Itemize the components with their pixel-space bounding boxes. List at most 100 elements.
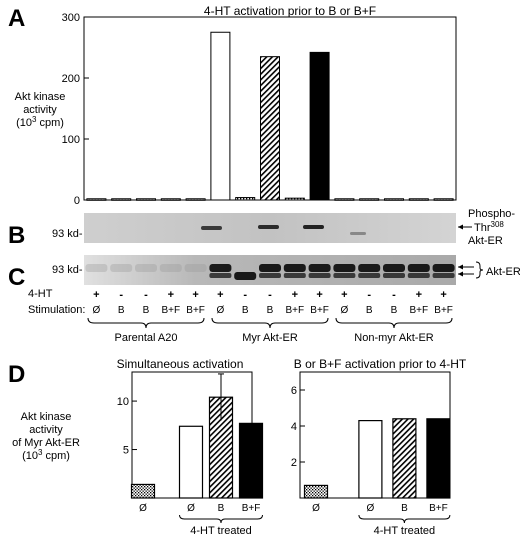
- group-label: Non-myr Akt-ER: [354, 332, 434, 344]
- condition-stimulation: B: [391, 305, 398, 316]
- condition-stimulation: B: [267, 305, 274, 316]
- condition-4ht-sign: +: [416, 289, 422, 301]
- blot-b-label-1: Phospho-: [468, 208, 515, 220]
- blot-c-band: [259, 264, 281, 272]
- blot-c-band: [110, 264, 133, 272]
- blot-c-band: [135, 264, 157, 272]
- blot-c-band: [184, 264, 207, 272]
- chart-a-bar: [210, 31, 231, 201]
- condition-4ht-sign: +: [292, 289, 298, 301]
- chart-d-bracket-label: 4-HT treated: [190, 525, 252, 537]
- chart-d-bar: [178, 425, 204, 499]
- chart-a-ylabel-3: (103 cpm): [16, 115, 64, 129]
- chart-d2-title: B or B+F activation prior to 4-HT: [294, 357, 467, 371]
- chart-d-category: B: [401, 503, 408, 514]
- row-stimulation-label: Stimulation:: [28, 304, 85, 316]
- blot-c-band: [432, 264, 455, 272]
- chart-d-bar: [130, 483, 156, 499]
- chart-d-bracket: [179, 514, 263, 524]
- condition-4ht-sign: +: [341, 289, 347, 301]
- blot-c-band: [234, 272, 257, 280]
- group-bracket: [211, 317, 329, 329]
- chart-d1-ylabel-4: (103 cpm): [22, 448, 70, 462]
- chart-a-bar: [160, 198, 181, 201]
- chart-d-category: Ø: [367, 503, 375, 514]
- chart-a-ylabel: Akt kinase activity (103 cpm): [15, 91, 66, 129]
- blot-c-band: [85, 264, 108, 272]
- blot-b-label-2: Thr308: [474, 220, 504, 234]
- condition-stimulation: Ø: [217, 305, 225, 316]
- chart-d1-ylabel-3: of Myr Akt-ER: [12, 437, 80, 449]
- chart-d-ytick-label: 2: [291, 457, 297, 469]
- chart-a-bar: [260, 56, 280, 201]
- condition-4ht-sign: +: [168, 289, 174, 301]
- condition-stimulation: B+F: [434, 305, 453, 316]
- blot-b-label: Phospho- Thr308 Akt-ER: [468, 208, 515, 247]
- group-label: Parental A20: [115, 332, 178, 344]
- chart-d-bar: [303, 484, 329, 499]
- chart-d-bar: [426, 418, 451, 499]
- blot-c-label: Akt-ER: [486, 266, 520, 278]
- group-label: Myr Akt-ER: [242, 332, 298, 344]
- chart-a-ytick-label: 200: [62, 73, 80, 85]
- blot-c-band-lower: [383, 273, 405, 278]
- chart-d-category: Ø: [187, 503, 195, 514]
- chart-a-bar: [235, 197, 256, 201]
- panel-d-letter: D: [8, 361, 25, 388]
- chart-a-ylabel-1: Akt kinase: [15, 91, 66, 103]
- condition-4ht-sign: -: [268, 289, 272, 301]
- blot-b-arrow-head: [458, 224, 463, 230]
- condition-4ht-sign: -: [392, 289, 396, 301]
- chart-a-bar: [136, 198, 156, 201]
- condition-stimulation: B: [242, 305, 249, 316]
- chart-a-bar: [384, 198, 404, 201]
- blot-c-band: [358, 264, 381, 272]
- blot-c-band: [308, 264, 331, 272]
- chart-a-ylabel-2: activity: [23, 104, 57, 116]
- blot-c-band-lower: [358, 273, 381, 278]
- panel-c-letter: C: [8, 264, 25, 291]
- row-4ht-label: 4-HT: [28, 288, 53, 300]
- condition-stimulation: B+F: [310, 305, 329, 316]
- condition-4ht-sign: +: [440, 289, 446, 301]
- chart-d-category: B: [218, 503, 225, 514]
- condition-rows: + - - + + + - - + + + - - + + Ø B B B+F B+F Ø B B B+F B+F Ø B B B+F B…: [93, 289, 453, 316]
- blot-c-band-lower: [308, 273, 331, 278]
- condition-4ht-sign: +: [217, 289, 223, 301]
- chart-d-ytick-label: 5: [123, 445, 129, 457]
- chart-d-category: Ø: [312, 503, 320, 514]
- condition-stimulation: B: [143, 305, 150, 316]
- blot-b-band: [303, 225, 324, 229]
- blot-b-marker: 93 kd-: [52, 228, 83, 240]
- blot-c-arrows: [458, 261, 484, 279]
- condition-4ht-sign: -: [144, 289, 148, 301]
- chart-d-ytick-label: 6: [291, 385, 297, 397]
- blot-b-bands: [201, 225, 366, 235]
- blot-c-band-lower: [432, 273, 455, 278]
- condition-stimulation: B: [118, 305, 125, 316]
- condition-4ht-sign: -: [119, 289, 123, 301]
- blot-b-band: [201, 226, 222, 230]
- chart-d-bar: [392, 418, 417, 499]
- condition-stimulation: B+F: [285, 305, 304, 316]
- chart-a-ytick-label: 0: [74, 195, 80, 207]
- chart-a-bar: [284, 197, 305, 201]
- chart-d1-plot: 5 10 Ø Ø B B+F 4-HT treated: [117, 373, 264, 537]
- condition-4ht-sign: -: [243, 289, 247, 301]
- chart-a-bar: [408, 198, 429, 201]
- blot-c-band: [407, 264, 430, 272]
- chart-d-bar: [238, 422, 264, 499]
- blot-c-marker: 93 kd-: [52, 264, 83, 276]
- chart-d-bar: [358, 420, 383, 499]
- blot-c-band: [209, 264, 232, 272]
- chart-d1-title: Simultaneous activation: [117, 357, 244, 371]
- panel-b-letter: B: [8, 222, 25, 249]
- blot-c-band: [383, 264, 405, 272]
- condition-stimulation: B+F: [186, 305, 205, 316]
- blot-c-band: [283, 264, 306, 272]
- blot-c-band-lower: [283, 273, 306, 278]
- chart-a-ytick-label: 100: [62, 134, 80, 146]
- group-bracket: [335, 317, 453, 329]
- condition-4ht-sign: +: [93, 289, 99, 301]
- chart-a-bar: [433, 198, 454, 201]
